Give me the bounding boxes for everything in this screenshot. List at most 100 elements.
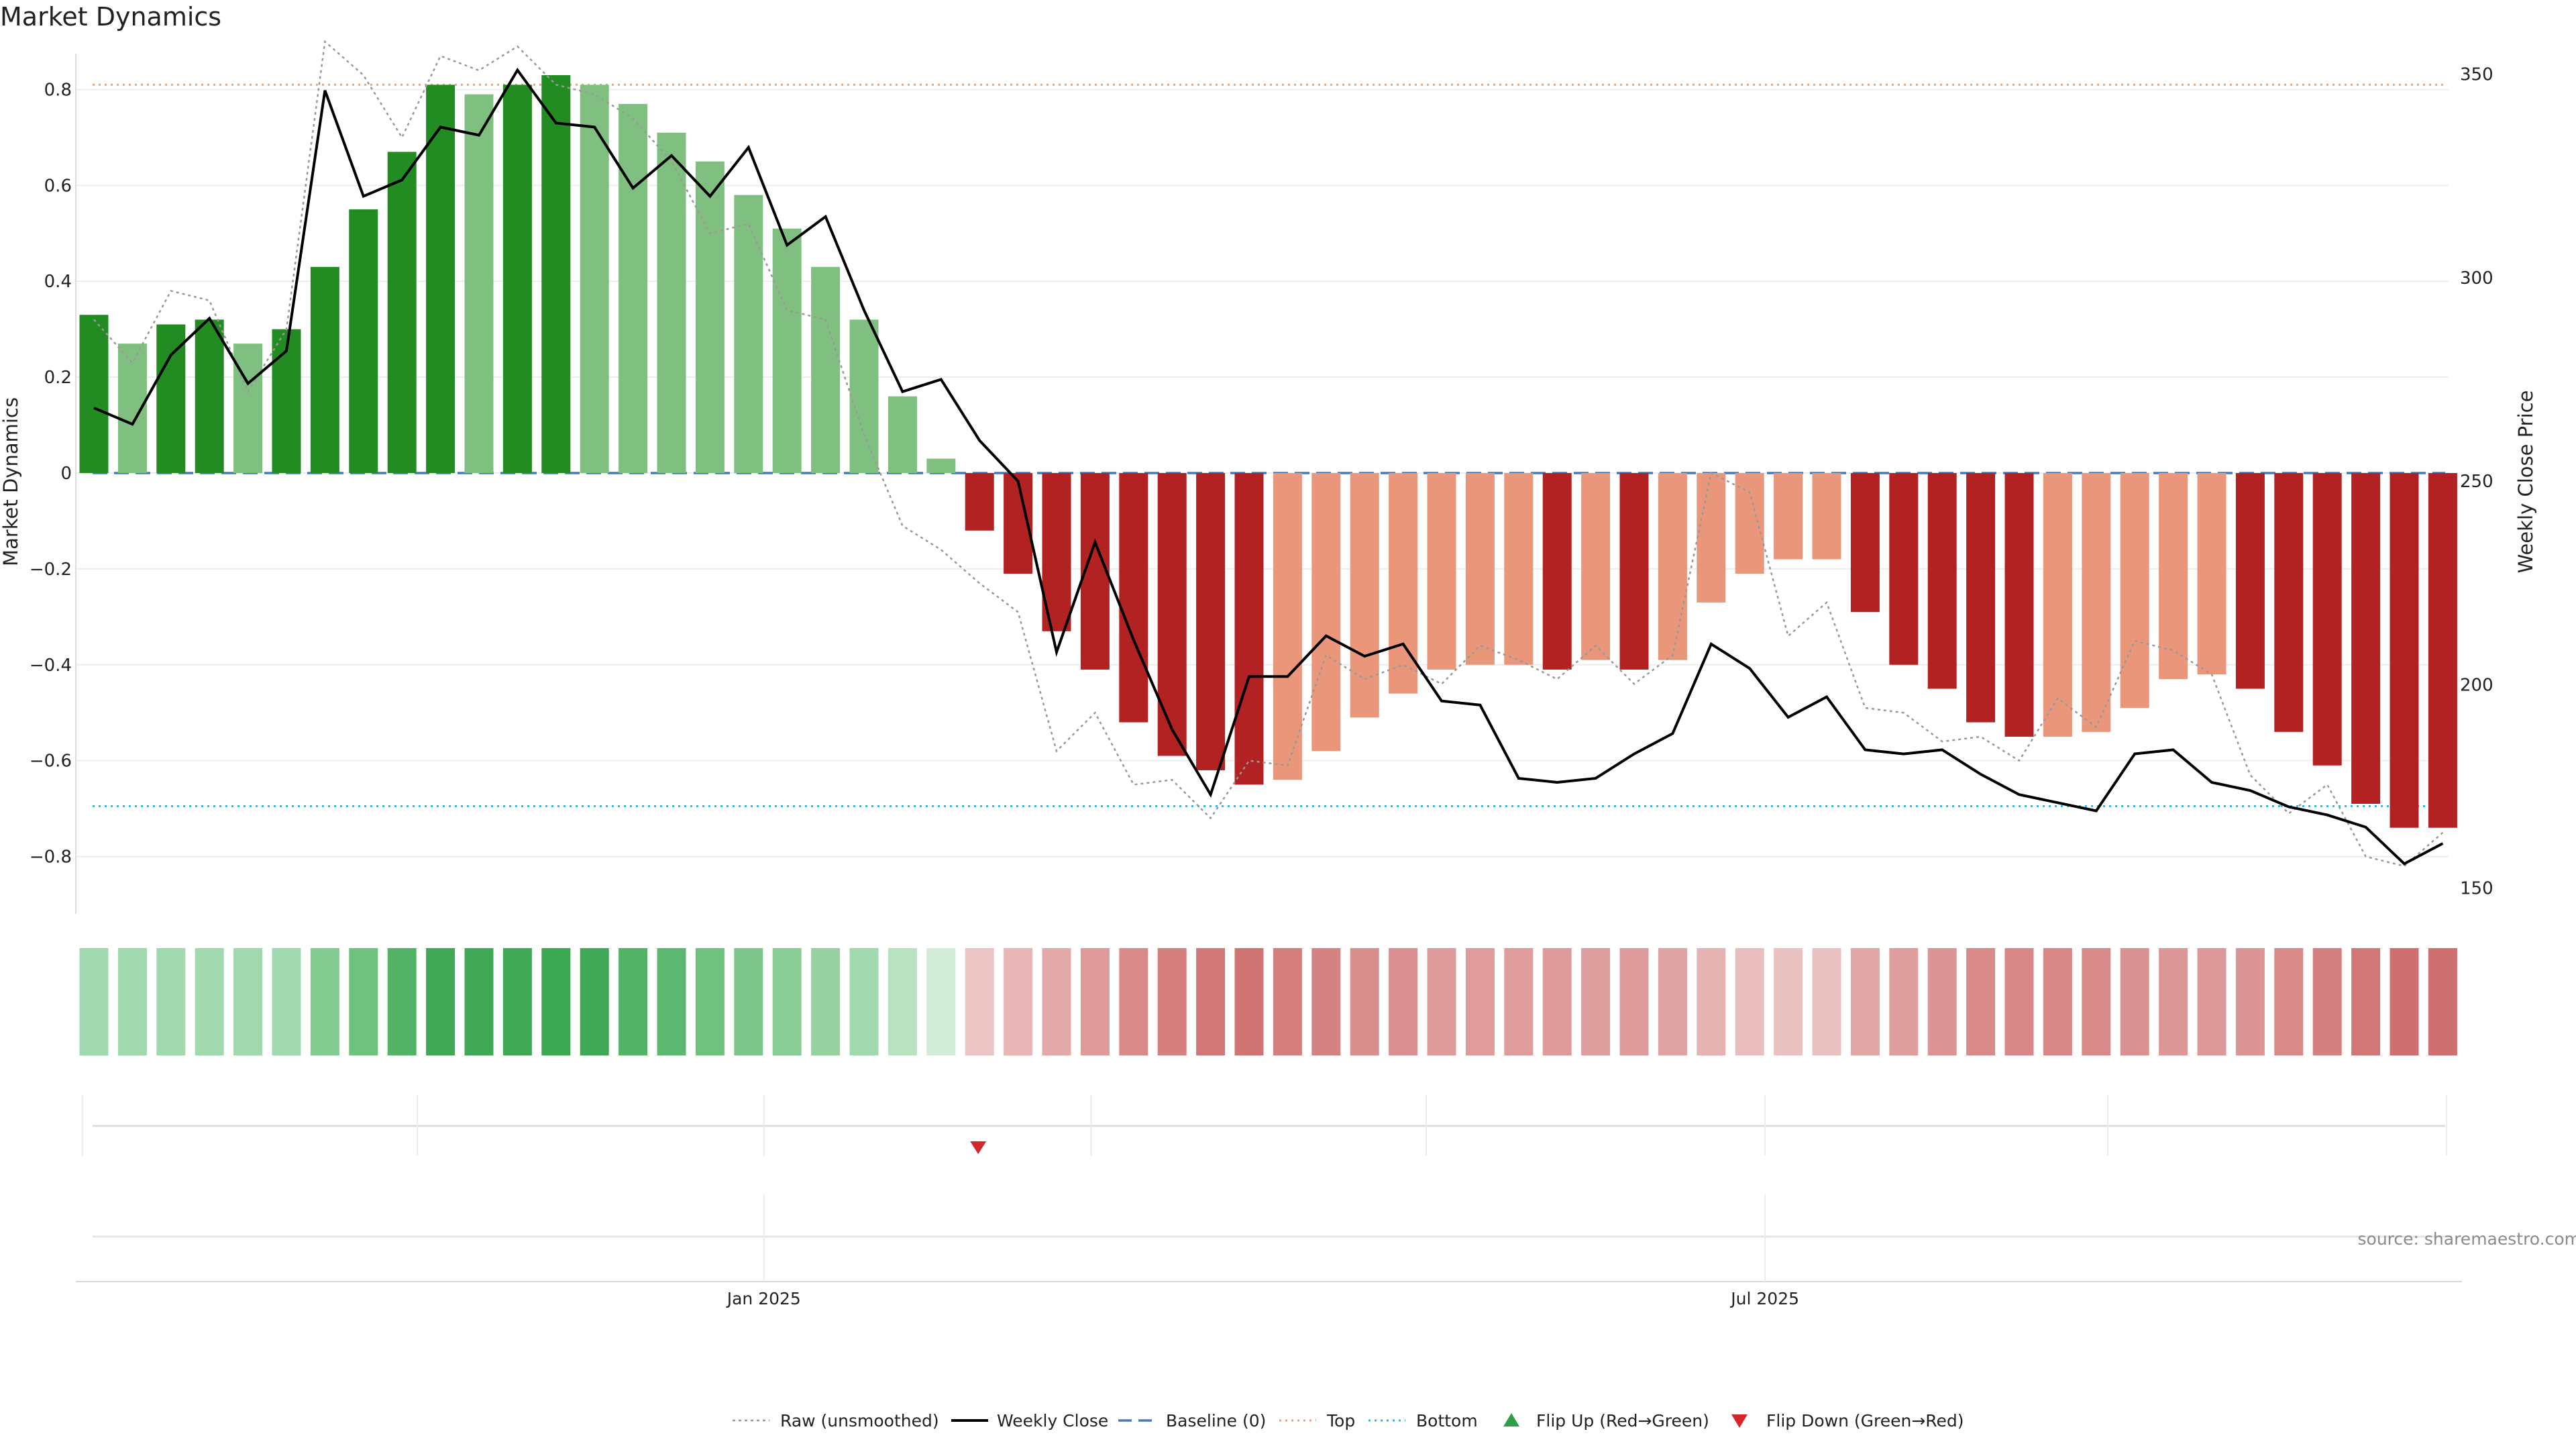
bar [1311,473,1340,751]
heat-cell [2198,948,2226,1055]
y-tick-label: −0.8 [30,847,72,868]
bar [541,75,570,473]
bar [1466,473,1495,665]
bar [2198,473,2226,674]
bar [1504,473,1533,665]
heat-cell [1389,948,1417,1055]
y2-tick-label: 150 [2460,879,2493,899]
bar [2390,473,2419,828]
bar [80,315,109,473]
heat-cell [1504,948,1533,1055]
heat-cell [1466,948,1495,1055]
heat-cell [888,948,917,1055]
y-tick-label: −0.4 [30,656,72,676]
heat-cell [580,948,609,1055]
bar [2082,473,2110,732]
source-credit: source: sharemaestro.com [2358,1229,2576,1249]
bar [2236,473,2265,689]
bar [388,152,417,473]
bar [1196,473,1225,770]
bar [926,459,955,473]
heat-cell [1774,948,1803,1055]
heat-cell [156,948,185,1055]
bar [1428,473,1456,670]
heat-cell [2428,948,2457,1055]
bar [657,133,686,473]
y-tick-label: 0.2 [44,368,72,388]
heat-cell [2274,948,2303,1055]
heat-cell [2390,948,2419,1055]
bar [1119,473,1148,723]
flip-marker-panel [93,1126,2445,1154]
bar [1697,473,1725,603]
heat-cell [349,948,378,1055]
bar [2313,473,2342,766]
bar [1350,473,1379,717]
bar [1543,473,1572,670]
bar [734,195,763,473]
bar [696,162,724,473]
left-axis-ticks: −0.8−0.6−0.4−0.200.20.40.60.8 [30,80,72,867]
heat-cell [2236,948,2265,1055]
bar [1620,473,1649,670]
bar [1235,473,1264,784]
bar [1158,473,1187,756]
flip-down-marker [970,1141,986,1154]
heat-cell [696,948,724,1055]
bar [503,85,532,473]
heat-cell [1428,948,1456,1055]
bar [773,229,802,473]
heat-cell [272,948,301,1055]
heat-cell [811,948,840,1055]
heat-cell [233,948,262,1055]
bar [1889,473,1918,665]
legend-label: Weekly Close [997,1411,1108,1431]
heat-cell [1928,948,1957,1055]
heat-cell [1311,948,1340,1055]
bar [2351,473,2380,804]
heat-cell [311,948,339,1055]
y2-axis-label: Weekly Close Price [2514,391,2537,574]
heat-cell [1813,948,1841,1055]
heat-cell [734,948,763,1055]
bar [2428,473,2457,828]
heat-cell [1620,948,1649,1055]
legend-label: Flip Down (Green→Red) [1766,1411,1964,1431]
heat-cell [426,948,455,1055]
heat-cell [2082,948,2110,1055]
bar [1273,473,1302,780]
bar [1581,473,1610,660]
bar [349,209,378,473]
legend-label: Baseline (0) [1166,1411,1266,1431]
bar [311,267,339,473]
heat-cell [1543,948,1572,1055]
heat-cell [1119,948,1148,1055]
heat-cell [388,948,417,1055]
heat-cell [619,948,647,1055]
bar [811,267,840,473]
y2-tick-label: 350 [2460,65,2493,85]
heat-cell [80,948,109,1055]
heat-cell [1081,948,1110,1055]
heat-cell [1697,948,1725,1055]
y-tick-label: 0.4 [44,272,72,292]
legend-label: Flip Up (Red→Green) [1536,1411,1709,1431]
bars-group [80,75,2457,828]
heat-strip [80,948,2457,1055]
legend-swatch-flip-down [1731,1414,1748,1428]
x-tick-label: Jan 2025 [726,1289,801,1308]
legend-label: Raw (unsmoothed) [780,1411,939,1431]
heat-cell [195,948,224,1055]
heat-cell [2005,948,2034,1055]
bar [965,473,994,531]
y-tick-label: −0.2 [30,560,72,580]
heat-cell [2313,948,2342,1055]
bar [2159,473,2188,679]
heat-cell [118,948,147,1055]
heat-cell [2159,948,2188,1055]
heat-cell [1158,948,1187,1055]
y-tick-label: 0.6 [44,176,72,196]
y-tick-label: 0 [60,464,72,484]
